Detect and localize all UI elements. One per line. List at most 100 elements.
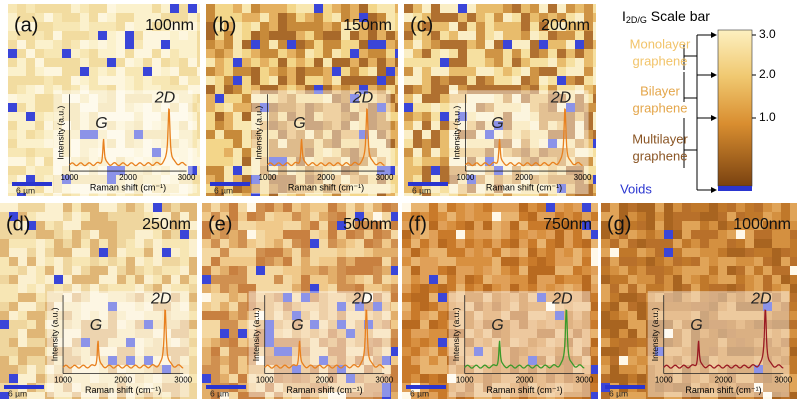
map-pixel	[188, 193, 197, 196]
spectrum	[266, 108, 385, 167]
inset-y-label: Intensity (a.u.)	[56, 106, 66, 160]
map-pixel	[45, 338, 54, 347]
map-pixel	[287, 157, 296, 166]
map-pixel	[346, 230, 355, 239]
map-pixel	[54, 347, 63, 356]
map-pixel	[359, 22, 368, 31]
map-pixel	[144, 293, 153, 302]
map-pixel	[251, 130, 260, 139]
map-pixel	[202, 320, 211, 329]
map-pixel	[655, 383, 664, 392]
panel-label: (f)	[408, 213, 427, 235]
map-pixel	[530, 130, 539, 139]
map-pixel	[546, 302, 555, 311]
map-pixel	[492, 266, 501, 275]
map-pixel	[134, 4, 143, 13]
map-pixel	[72, 365, 81, 374]
map-pixel	[301, 338, 310, 347]
map-pixel	[54, 320, 63, 329]
map-pixel	[89, 76, 98, 85]
map-pixel	[664, 284, 673, 293]
panel-label: (c)	[410, 14, 433, 36]
map-pixel	[476, 121, 485, 130]
map-pixel	[465, 356, 474, 365]
map-pixel	[206, 22, 215, 31]
map-pixel	[278, 58, 287, 67]
map-pixel	[429, 203, 438, 212]
map-pixel	[537, 212, 546, 221]
map-pixel	[116, 31, 125, 40]
map-pixel	[575, 4, 584, 13]
map-pixel	[537, 257, 546, 266]
map-pixel	[0, 248, 9, 257]
map-pixel	[582, 365, 591, 374]
map-pixel	[89, 22, 98, 31]
map-pixel	[310, 293, 319, 302]
map-pixel	[251, 121, 260, 130]
map-pixel	[323, 112, 332, 121]
map-pixel	[763, 329, 772, 338]
map-pixel	[610, 284, 619, 293]
map-pixel	[229, 275, 238, 284]
map-pixel	[341, 166, 350, 175]
map-pixel	[691, 338, 700, 347]
map-pixel	[170, 184, 179, 193]
map-pixel	[144, 365, 153, 374]
map-pixel	[179, 94, 188, 103]
map-pixel	[548, 4, 557, 13]
map-pixel	[206, 193, 215, 196]
map-pixel	[346, 347, 355, 356]
map-pixel	[256, 320, 265, 329]
map-pixel	[238, 203, 247, 212]
map-pixel	[404, 94, 413, 103]
map-pixel	[233, 58, 242, 67]
map-pixel	[593, 85, 596, 94]
map-pixel	[180, 383, 189, 392]
map-pixel	[537, 266, 546, 275]
map-pixel	[449, 166, 458, 175]
map-pixel	[18, 284, 27, 293]
map-pixel	[413, 103, 422, 112]
map-pixel	[619, 212, 628, 221]
map-pixel	[402, 356, 411, 365]
map-pixel	[736, 239, 745, 248]
map-pixel	[179, 31, 188, 40]
map-pixel	[36, 248, 45, 257]
map-pixel	[197, 184, 200, 193]
map-pixel	[8, 76, 17, 85]
map-pixel	[80, 175, 89, 184]
map-pixel	[557, 166, 566, 175]
map-pixel	[591, 302, 598, 311]
map-pixel	[736, 221, 745, 230]
map-pixel	[17, 103, 26, 112]
map-pixel	[161, 58, 170, 67]
map-pixel	[117, 266, 126, 275]
map-pixel	[107, 31, 116, 40]
map-pixel	[90, 230, 99, 239]
map-pixel	[431, 13, 440, 22]
map-pixel	[593, 121, 596, 130]
map-pixel	[754, 275, 763, 284]
map-pixel	[242, 130, 251, 139]
map-pixel	[171, 374, 180, 383]
map-pixel	[71, 130, 80, 139]
map-pixel	[566, 148, 575, 157]
map-pixel	[512, 193, 521, 196]
map-pixel	[242, 139, 251, 148]
map-pixel	[54, 365, 63, 374]
map-pixel	[220, 302, 229, 311]
map-pixel	[485, 166, 494, 175]
map-pixel	[584, 112, 593, 121]
map-pixel	[17, 112, 26, 121]
map-pixel	[80, 157, 89, 166]
map-pixel	[359, 49, 368, 58]
map-pixel	[727, 257, 736, 266]
map-pixel	[328, 248, 337, 257]
map-pixel	[501, 347, 510, 356]
map-pixel	[328, 383, 337, 392]
map-pixel	[377, 94, 386, 103]
map-pixel	[420, 212, 429, 221]
map-pixel	[575, 13, 584, 22]
map-pixel	[521, 40, 530, 49]
map-pixel	[117, 374, 126, 383]
